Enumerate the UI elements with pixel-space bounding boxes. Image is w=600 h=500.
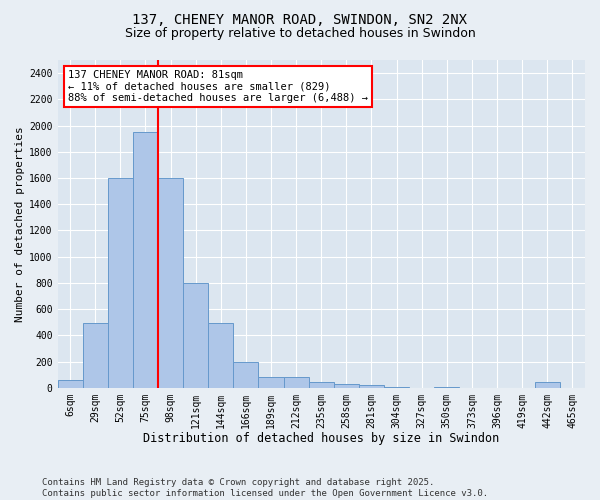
Bar — [359, 385, 384, 388]
X-axis label: Distribution of detached houses by size in Swindon: Distribution of detached houses by size … — [143, 432, 499, 445]
Bar — [233, 362, 259, 388]
Bar — [58, 380, 83, 388]
Bar — [434, 387, 460, 388]
Bar — [284, 377, 309, 388]
Bar — [133, 132, 158, 388]
Bar — [208, 324, 233, 388]
Text: Contains HM Land Registry data © Crown copyright and database right 2025.
Contai: Contains HM Land Registry data © Crown c… — [42, 478, 488, 498]
Bar — [108, 178, 133, 388]
Bar — [183, 283, 208, 388]
Bar — [83, 324, 108, 388]
Bar — [535, 382, 560, 388]
Bar — [309, 382, 334, 388]
Y-axis label: Number of detached properties: Number of detached properties — [15, 126, 25, 322]
Text: 137 CHENEY MANOR ROAD: 81sqm
← 11% of detached houses are smaller (829)
88% of s: 137 CHENEY MANOR ROAD: 81sqm ← 11% of de… — [68, 70, 368, 103]
Bar — [334, 384, 359, 388]
Text: 137, CHENEY MANOR ROAD, SWINDON, SN2 2NX: 137, CHENEY MANOR ROAD, SWINDON, SN2 2NX — [133, 12, 467, 26]
Bar — [259, 377, 284, 388]
Text: Size of property relative to detached houses in Swindon: Size of property relative to detached ho… — [125, 28, 475, 40]
Bar — [158, 178, 183, 388]
Bar — [384, 387, 409, 388]
